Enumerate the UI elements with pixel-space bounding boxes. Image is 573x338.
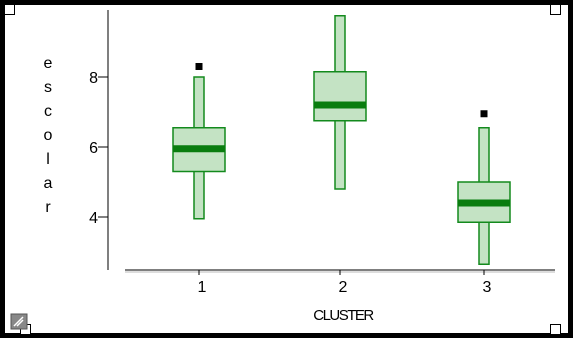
x-tick-label: 3	[483, 279, 492, 296]
y-tick-label: 6	[89, 140, 98, 157]
x-axis-label: CLUSTER	[313, 307, 374, 324]
resize-handle-top-right[interactable]	[550, 4, 561, 15]
x-tick-label: 2	[339, 279, 348, 296]
y-axis-label-char: o	[44, 127, 53, 144]
iqr-box	[313, 71, 367, 122]
outlier-point	[480, 110, 488, 118]
median-line	[314, 101, 366, 109]
resize-handle-bottom-right[interactable]	[550, 324, 561, 335]
resize-handle-top-left[interactable]	[4, 4, 15, 15]
y-tick-label: 8	[89, 70, 98, 87]
y-axis-label-char: r	[45, 199, 51, 216]
outlier-point	[195, 63, 203, 70]
median-line	[173, 145, 225, 153]
x-tick-label: 1	[198, 279, 207, 296]
y-axis-label-char: c	[44, 103, 52, 120]
y-axis-label-char: a	[44, 175, 53, 192]
y-axis-label-char: s	[44, 79, 52, 96]
median-line	[458, 199, 510, 207]
y-axis-label-char: l	[46, 151, 50, 168]
resize-icon[interactable]	[10, 312, 30, 330]
y-tick-label: 4	[89, 210, 98, 227]
y-axis-label-char: e	[44, 55, 53, 72]
